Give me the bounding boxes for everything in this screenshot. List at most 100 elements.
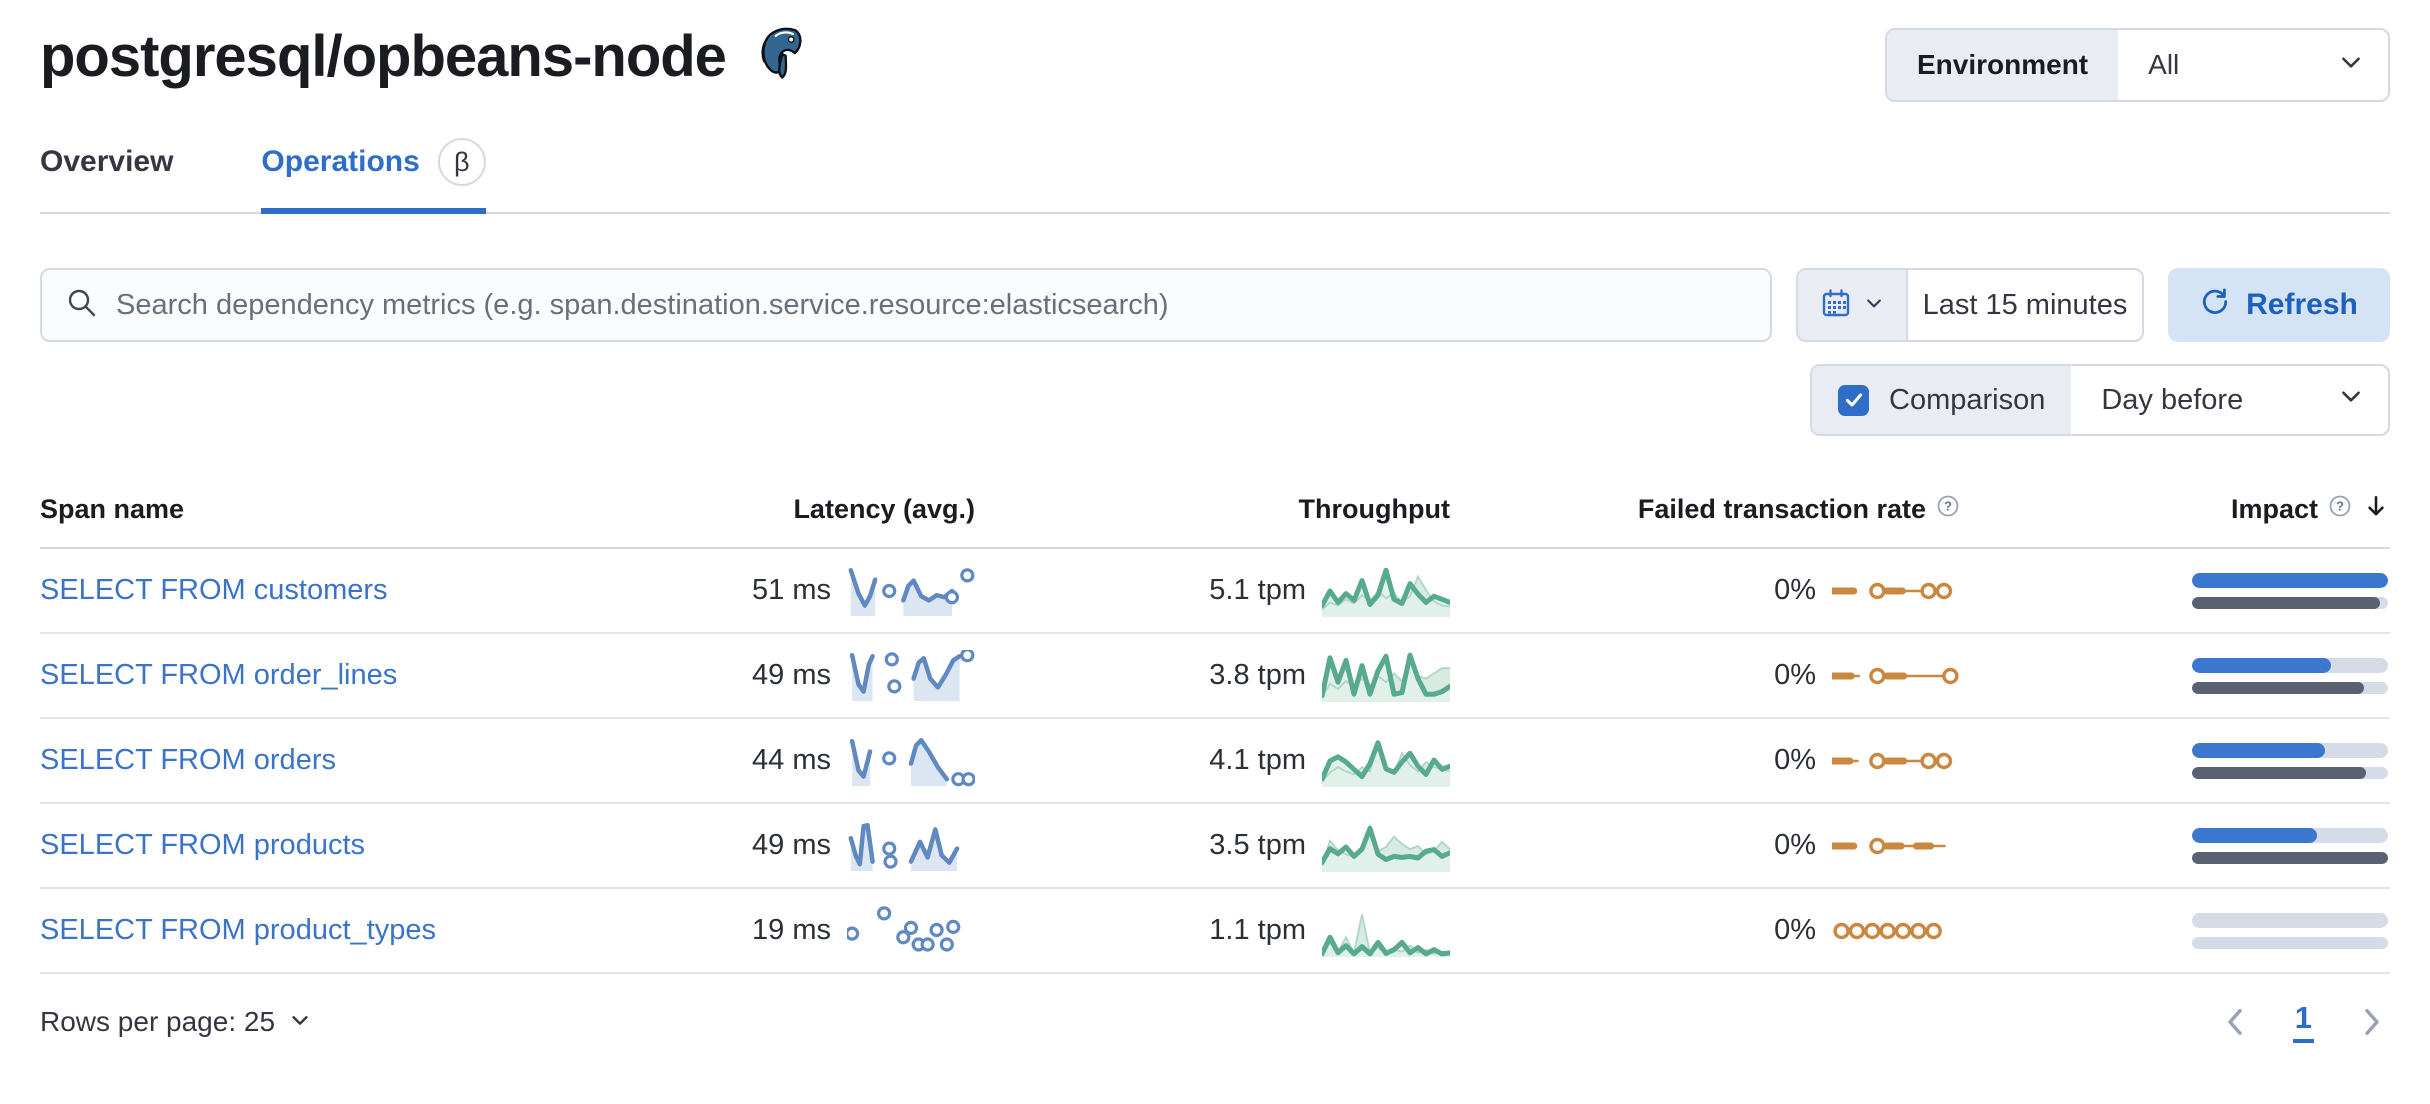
span-name-link[interactable]: SELECT FROM orders [40,744,336,776]
tabs-bar: Overview Operations β [40,138,2390,214]
chevron-down-icon [2338,49,2364,82]
environment-select[interactable]: Environment All [1885,28,2390,102]
page-title: postgresql/opbeans-node [40,24,727,89]
pagination: 1 [2223,1000,2384,1043]
beta-badge: β [437,138,486,186]
search-input[interactable] [116,288,1746,322]
failed-rate-sparkline [1832,582,1953,599]
throughput-sparkline [1322,739,1450,787]
span-name-link[interactable]: SELECT FROM products [40,829,366,861]
table-row: SELECT FROM customers 51 ms 5.1 tpm 0% [40,549,2390,634]
latency-sparkline [848,822,960,871]
span-name-link[interactable]: SELECT FROM product_types [40,914,436,946]
environment-label: Environment [1887,30,2119,100]
refresh-icon [2200,286,2230,324]
throughput-sparkline [1322,567,1450,617]
table-header-row: Span name Latency (avg.) Throughput Fail… [40,492,2390,549]
refresh-button[interactable]: Refresh [2168,268,2390,342]
impact-bar-previous [2192,766,2367,779]
question-circle-icon[interactable]: ? [1936,494,1960,525]
date-picker-toggle[interactable] [1798,270,1908,340]
operations-table: Span name Latency (avg.) Throughput Fail… [40,492,2390,974]
environment-value: All [2148,49,2180,80]
throughput-sparkline [1322,652,1450,702]
question-circle-icon[interactable]: ? [2328,494,2352,525]
table-row: SELECT FROM orders 44 ms 4.1 tpm 0% [40,719,2390,804]
failed-rate-sparkline [1832,837,1946,854]
chevron-down-icon [2338,383,2364,417]
failed-rate-value: 0% [1774,574,1816,606]
search-icon [66,287,98,324]
rows-per-page-label: Rows per page: 25 [40,1005,276,1037]
impact-bar-previous [2192,596,2381,609]
failed-rate-sparkline [1833,922,1942,939]
sort-down-icon [2362,492,2390,527]
failed-rate-value: 0% [1774,744,1816,776]
calendar-icon [1820,287,1852,324]
comparison-label: Comparison [1889,383,2046,416]
comparison-control: Comparison Day before [1810,364,2390,436]
page-header: postgresql/opbeans-node Environment All [40,0,2390,102]
svg-text:?: ? [2336,499,2344,514]
previous-page-button[interactable] [2223,1007,2247,1037]
table-row: SELECT FROM product_types 19 ms 1.1 tpm … [40,889,2390,974]
impact-bar-current [2192,572,2388,588]
throughput-value: 5.1 tpm [1209,574,1306,606]
throughput-value: 3.5 tpm [1209,829,1306,861]
span-name-link[interactable]: SELECT FROM customers [40,574,388,606]
latency-value: 51 ms [752,574,831,606]
controls-row: Last 15 minutes Refresh [40,268,2390,342]
column-header-impact[interactable]: Impact ? [2130,492,2390,527]
span-name-link[interactable]: SELECT FROM order_lines [40,659,398,691]
failed-rate-value: 0% [1774,659,1816,691]
table-row: SELECT FROM products 49 ms 3.5 tpm 0% [40,804,2390,889]
failed-rate-value: 0% [1774,914,1816,946]
tab-overview-label: Overview [40,145,174,178]
throughput-value: 3.8 tpm [1209,659,1306,691]
latency-value: 49 ms [752,829,831,861]
impact-bar-current [2192,827,2318,843]
throughput-sparkline [1322,913,1450,957]
table-footer: Rows per page: 25 1 [40,1000,2390,1043]
search-box[interactable] [40,268,1772,342]
time-range-value[interactable]: Last 15 minutes [1922,288,2128,321]
failed-rate-sparkline [1832,752,1953,769]
column-header-throughput[interactable]: Throughput [1298,494,1450,524]
latency-value: 49 ms [752,659,831,691]
impact-bar-current [2192,657,2332,673]
impact-bar-previous [2192,681,2365,694]
table-body: SELECT FROM customers 51 ms 5.1 tpm 0% S… [40,549,2390,974]
latency-sparkline [849,737,975,786]
tab-operations[interactable]: Operations β [261,138,487,214]
svg-text:?: ? [1944,499,1952,514]
comparison-checkbox[interactable] [1838,384,1869,416]
failed-rate-sparkline [1832,667,1959,684]
postgresql-elephant-icon [754,25,812,88]
impact-bar-current [2192,742,2326,758]
table-row: SELECT FROM order_lines 49 ms 3.8 tpm 0% [40,634,2390,719]
column-header-failed-rate[interactable]: Failed transaction rate ? [1630,494,2130,525]
page-number-1[interactable]: 1 [2292,1000,2314,1043]
impact-bar-previous [2192,851,2388,864]
date-picker: Last 15 minutes [1796,268,2144,342]
column-header-latency[interactable]: Latency (avg.) [793,494,975,524]
impact-bars [2192,742,2388,779]
comparison-select[interactable]: Day before [2071,366,2388,434]
refresh-label: Refresh [2246,288,2358,321]
comparison-row: Comparison Day before [40,364,2390,436]
impact-bars [2192,657,2388,694]
latency-sparkline [849,649,975,701]
latency-value: 19 ms [752,914,831,946]
latency-sparkline [848,567,975,616]
chevron-down-icon [289,1006,311,1038]
column-header-span-name: Span name [40,494,185,524]
rows-per-page-button[interactable]: Rows per page: 25 [40,1006,311,1038]
next-page-button[interactable] [2360,1007,2384,1037]
comparison-value: Day before [2101,383,2244,416]
tab-overview[interactable]: Overview [40,138,173,212]
failed-rate-value: 0% [1774,829,1816,861]
latency-value: 44 ms [752,744,831,776]
impact-bars [2192,572,2388,609]
latency-sparkline [847,905,961,952]
